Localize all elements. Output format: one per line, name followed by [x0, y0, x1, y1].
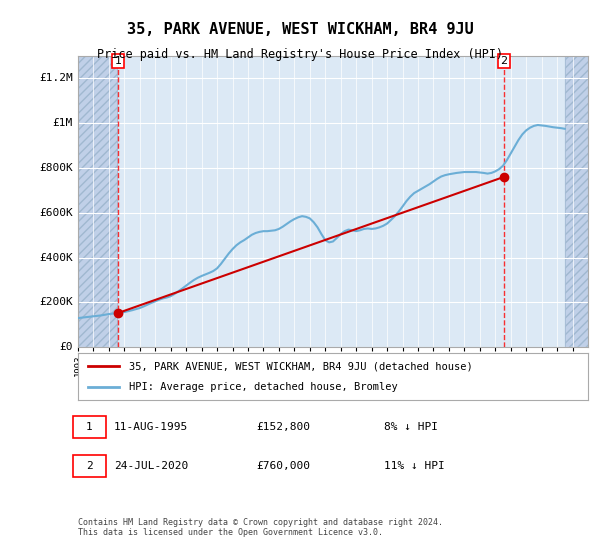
Text: 24-JUL-2020: 24-JUL-2020 [114, 461, 188, 471]
Bar [78, 56, 116, 347]
Text: £0: £0 [59, 342, 73, 352]
Text: 11-AUG-1995: 11-AUG-1995 [114, 422, 188, 432]
Bar [78, 56, 116, 347]
Text: £400K: £400K [39, 253, 73, 263]
Text: 35, PARK AVENUE, WEST WICKHAM, BR4 9JU (detached house): 35, PARK AVENUE, WEST WICKHAM, BR4 9JU (… [129, 361, 473, 371]
Bar [565, 56, 588, 347]
FancyBboxPatch shape [73, 455, 106, 477]
Text: £200K: £200K [39, 297, 73, 307]
Text: 8% ↓ HPI: 8% ↓ HPI [384, 422, 438, 432]
Text: £1M: £1M [53, 118, 73, 128]
Text: 2: 2 [500, 56, 508, 66]
Text: 11% ↓ HPI: 11% ↓ HPI [384, 461, 445, 471]
Text: £800K: £800K [39, 163, 73, 173]
Text: Price paid vs. HM Land Registry's House Price Index (HPI): Price paid vs. HM Land Registry's House … [97, 48, 503, 60]
Text: 1: 1 [115, 56, 122, 66]
Text: £1.2M: £1.2M [39, 73, 73, 83]
Text: 1: 1 [86, 422, 93, 432]
Text: Contains HM Land Registry data © Crown copyright and database right 2024.
This d: Contains HM Land Registry data © Crown c… [78, 518, 443, 538]
FancyBboxPatch shape [73, 417, 106, 438]
Text: 2: 2 [86, 461, 93, 471]
Text: 35, PARK AVENUE, WEST WICKHAM, BR4 9JU: 35, PARK AVENUE, WEST WICKHAM, BR4 9JU [127, 22, 473, 38]
Text: HPI: Average price, detached house, Bromley: HPI: Average price, detached house, Brom… [129, 382, 398, 392]
Bar [565, 56, 588, 347]
Text: £152,800: £152,800 [257, 422, 311, 432]
Text: £600K: £600K [39, 208, 73, 218]
Text: £760,000: £760,000 [257, 461, 311, 471]
